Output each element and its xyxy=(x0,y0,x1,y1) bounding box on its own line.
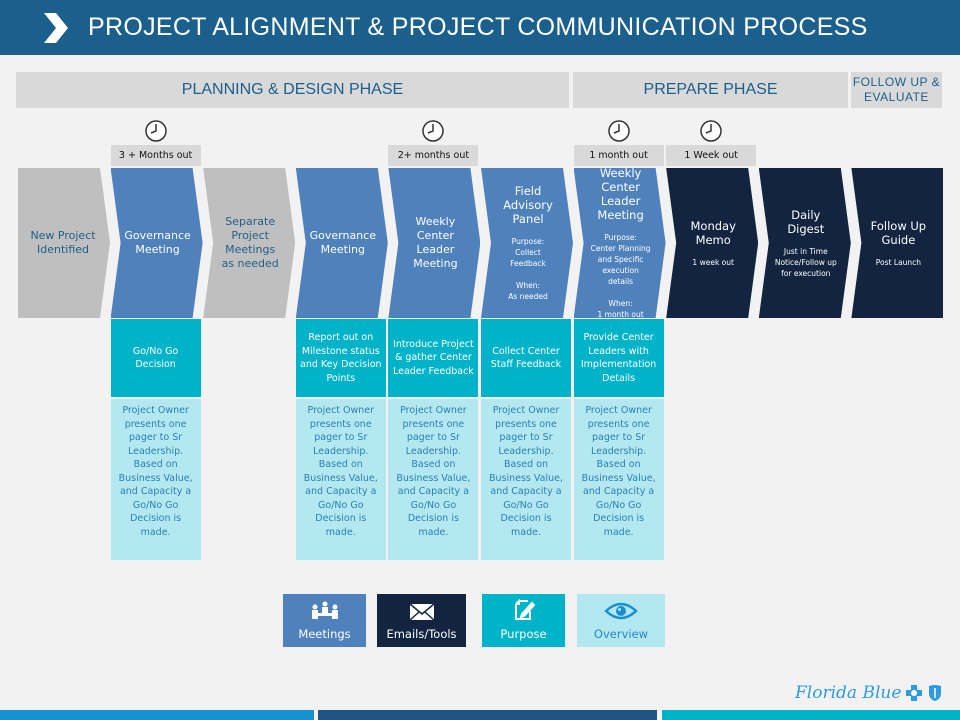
overview-box: Project Owner presents one pager to Sr L… xyxy=(295,399,386,560)
process-step: Separate Project Meetings as needed xyxy=(203,168,296,318)
envelope-icon xyxy=(409,603,434,621)
footer-bar-2 xyxy=(318,710,657,720)
header-bar: PROJECT ALIGNMENT & PROJECT COMMUNICATIO… xyxy=(0,0,960,55)
phase-planning-design: PLANNING & DESIGN PHASE xyxy=(16,72,569,108)
step-title: Governance Meeting xyxy=(309,229,376,256)
purpose-box: Introduce Project & gather Center Leader… xyxy=(388,319,479,397)
step-title: Weekly Center Leader Meeting xyxy=(597,166,644,222)
process-step: Weekly Center Leader Meeting Purpose: Cen… xyxy=(573,166,666,319)
page-title: PROJECT ALIGNMENT & PROJECT COMMUNICATIO… xyxy=(88,13,868,41)
clock-icon xyxy=(422,120,445,142)
legend-label: Emails/Tools xyxy=(386,627,457,641)
clock-icon xyxy=(607,120,630,142)
legend-overview: Overview xyxy=(577,594,665,647)
document-pen-icon xyxy=(514,599,535,620)
step-title: Daily Digest xyxy=(787,207,825,236)
timeline-label: 1 month out xyxy=(573,145,664,166)
overview-box: Project Owner presents one pager to Sr L… xyxy=(110,399,201,560)
meeting-icon xyxy=(311,601,338,619)
logo-text: Florida Blue xyxy=(795,683,902,703)
timeline-label: 2+ months out xyxy=(388,145,479,166)
step-title: Field Advisory Panel xyxy=(503,184,553,226)
step-title: New Project Identified xyxy=(30,229,96,256)
process-step: Governance Meeting xyxy=(295,168,388,318)
legend-label: Purpose xyxy=(500,627,547,641)
step-title: Weekly Center Leader Meeting xyxy=(413,215,458,270)
process-step: Daily Digest Just in Time Notice/Follow u… xyxy=(758,168,851,318)
step-title: Governance Meeting xyxy=(124,229,191,256)
step-title: Follow Up Guide xyxy=(870,218,927,247)
purpose-box: Report out on Milestone status and Key D… xyxy=(295,319,386,397)
eye-icon xyxy=(604,602,638,620)
process-step: New Project Identified xyxy=(18,168,110,318)
step-title: Separate Project Meetings as needed xyxy=(221,215,279,270)
process-step: Field Advisory Panel Purpose: Collect Fee… xyxy=(481,168,573,318)
process-step: Weekly Center Leader Meeting xyxy=(388,168,481,318)
legend-label: Overview xyxy=(593,627,649,641)
footer-bar-3 xyxy=(662,710,960,720)
legend-purpose: Purpose xyxy=(482,594,565,647)
step-detail: Post Launch xyxy=(875,257,921,267)
step-detail: Just in Time Notice/Follow up for execut… xyxy=(774,246,837,278)
process-step: Monday Memo 1 week out xyxy=(666,168,759,318)
purpose-box: Go/No Go Decision xyxy=(110,319,201,397)
step-title: Monday Memo xyxy=(690,218,736,247)
overview-box: Project Owner presents one pager to Sr L… xyxy=(573,399,664,560)
step-detail: 1 week out xyxy=(692,257,734,267)
purpose-box: Collect Center Staff Feedback xyxy=(481,319,571,397)
purpose-box: Provide Center Leaders with Implementati… xyxy=(573,319,664,397)
chevron-right-icon xyxy=(44,12,68,43)
footer-bar-1 xyxy=(0,710,314,720)
florida-blue-logo: Florida Blue xyxy=(795,683,945,703)
step-detail: Purpose: Center Planning and Specific ex… xyxy=(590,233,651,319)
overview-box: Project Owner presents one pager to Sr L… xyxy=(481,399,571,560)
step-detail: Purpose: Collect Feedback When: As neede… xyxy=(508,237,548,301)
timeline-label: 3 + Months out xyxy=(110,145,201,166)
legend-label: Meetings xyxy=(298,627,351,641)
overview-box: Project Owner presents one pager to Sr L… xyxy=(388,399,479,560)
process-step: Follow Up Guide Post Launch xyxy=(851,168,944,318)
cross-shield-icon xyxy=(906,685,942,701)
phase-prepare: PREPARE PHASE xyxy=(573,72,848,108)
phase-follow-up: FOLLOW UP & EVALUATE xyxy=(851,72,942,108)
legend-meetings: Meetings xyxy=(283,594,366,647)
legend-emails-tools: Emails/Tools xyxy=(377,594,466,647)
clock-icon xyxy=(700,120,722,142)
process-step: Governance Meeting xyxy=(110,168,203,318)
timeline-label: 1 Week out xyxy=(666,145,757,166)
clock-icon xyxy=(144,120,167,142)
